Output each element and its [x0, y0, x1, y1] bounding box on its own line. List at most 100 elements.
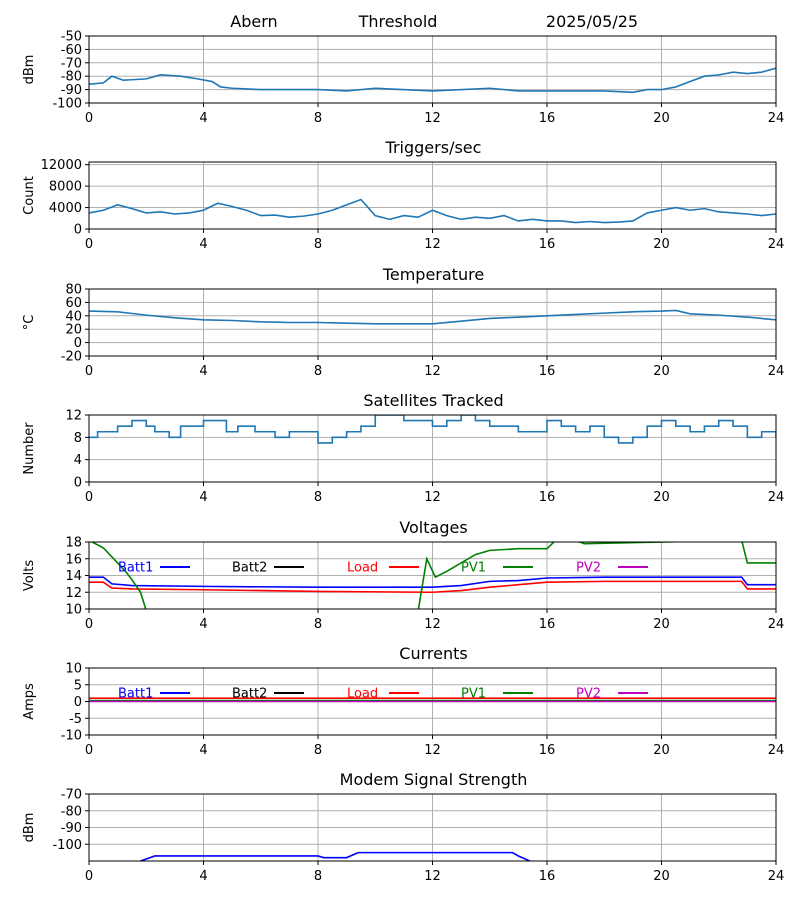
currents-legend-load: Load [347, 687, 378, 702]
satellites-ytick-label: 12 [65, 409, 82, 424]
satellites-xtick-label: 20 [653, 490, 670, 505]
header-station: Abern [230, 12, 277, 31]
triggers-ylabel: Count [22, 176, 37, 215]
modem-xtick-label: 16 [539, 869, 556, 884]
temperature-ytick-label: 40 [65, 309, 82, 324]
modem-xtick-label: 4 [199, 869, 207, 884]
modem-xtick-label: 24 [768, 869, 785, 884]
temperature-xtick-label: 12 [424, 364, 441, 379]
temperature-xtick-label: 0 [85, 364, 93, 379]
satellites-ylabel: Number [22, 422, 37, 475]
temperature-ytick-label: 20 [65, 323, 82, 338]
currents-xtick-label: 4 [199, 743, 207, 758]
triggers-xtick-label: 24 [768, 237, 785, 252]
voltages-xtick-label: 20 [653, 617, 670, 632]
currents-legend-pv2: PV2 [576, 687, 601, 702]
temperature-ylabel: °C [22, 315, 37, 331]
modem-ytick-label: -80 [61, 804, 82, 819]
voltages-series-load [89, 580, 776, 594]
modem-ytick-label: -70 [61, 788, 82, 803]
modem-xtick-label: 8 [314, 869, 322, 884]
temperature-title: Temperature [382, 265, 484, 284]
satellites-panel: 0 4 8 12 16 20 24 0 4 8 12 Satellites Tracked Number [22, 391, 784, 505]
currents-panel: 0 4 8 12 16 20 24 -10 -5 0 510 Currents Amps Batt1 Bat… [22, 644, 784, 758]
voltages-ylabel: Volts [22, 560, 37, 592]
threshold-ytick-label: -80 [61, 70, 82, 85]
triggers-title: Triggers/sec [385, 138, 482, 157]
currents-ytick-label: 5 [74, 678, 82, 693]
threshold-xtick-label: 8 [314, 111, 322, 126]
modem-xtick-label: 20 [653, 869, 670, 884]
temperature-ytick-label: 60 [65, 296, 82, 311]
temperature-xtick-label: 20 [653, 364, 670, 379]
currents-title: Currents [399, 644, 467, 663]
voltages-xtick-label: 12 [424, 617, 441, 632]
threshold-xtick-label: 24 [768, 111, 785, 126]
modem-ytick-label: -90 [61, 821, 82, 836]
currents-ytick-label: 0 [74, 695, 82, 710]
triggers-panel: 0 4 8 12 16 20 24 0 4000 8000 12000 Triggers/sec Cou… [22, 138, 784, 252]
currents-legend-pv1: PV1 [461, 687, 486, 702]
satellites-xtick-label: 16 [539, 490, 556, 505]
triggers-xtick-label: 20 [653, 237, 670, 252]
currents-ylabel: Amps [22, 683, 37, 720]
modem-title: Modem Signal Strength [340, 770, 528, 789]
triggers-xtick-label: 4 [199, 237, 207, 252]
threshold-ytick-label: -50 [61, 30, 82, 45]
currents-xtick-label: 24 [768, 743, 785, 758]
voltages-xtick-label: 24 [768, 617, 785, 632]
triggers-series-line [89, 198, 776, 224]
voltages-ytick-label: 14 [65, 569, 82, 584]
modem-series-line [140, 851, 531, 861]
voltages-legend-batt2: Batt2 [232, 561, 267, 576]
voltages-legend-load: Load [347, 561, 378, 576]
currents-ytick-label: -10 [61, 729, 82, 744]
threshold-xtick-label: 20 [653, 111, 670, 126]
currents-ytick-label: -5 [69, 712, 82, 727]
currents-xtick-label: 16 [539, 743, 556, 758]
currents-legend-batt1: Batt1 [118, 687, 153, 702]
triggers-xtick-label: 8 [314, 237, 322, 252]
triggers-ytick-label: 4000 [49, 201, 82, 216]
voltages-ytick-label: 12 [65, 586, 82, 601]
voltages-legend-pv2: PV2 [576, 561, 601, 576]
threshold-panel: 0 4 8 12 16 20 24 -100-90-80-70-60-50 dBm [22, 30, 784, 127]
threshold-xtick-label: 0 [85, 111, 93, 126]
threshold-ytick-label: -60 [61, 43, 82, 58]
threshold-xtick-label: 12 [424, 111, 441, 126]
voltages-xtick-label: 4 [199, 617, 207, 632]
satellites-xtick-label: 8 [314, 490, 322, 505]
temperature-series-line [89, 309, 776, 325]
voltages-series-pv1 [90, 542, 776, 609]
triggers-ytick-label: 8000 [49, 180, 82, 195]
temperature-xtick-label: 4 [199, 364, 207, 379]
header-date: 2025/05/25 [546, 12, 638, 31]
voltages-xtick-label: 8 [314, 617, 322, 632]
satellites-ytick-label: 0 [74, 476, 82, 491]
modem-xtick-label: 12 [424, 869, 441, 884]
voltages-title: Voltages [399, 518, 467, 537]
threshold-xtick-label: 4 [199, 111, 207, 126]
triggers-ytick-label: 12000 [41, 158, 82, 173]
temperature-ytick-label: -20 [61, 350, 82, 365]
currents-ytick-label: 10 [65, 662, 82, 677]
voltages-xtick-label: 16 [539, 617, 556, 632]
satellites-ytick-label: 4 [74, 453, 82, 468]
modem-panel: 0 4 8 12 16 20 24 -100 -90 -80-70 Modem Signal Str… [22, 770, 784, 884]
modem-ytick-label: -100 [52, 838, 82, 853]
temperature-ytick-label: 0 [74, 336, 82, 351]
satellites-xtick-label: 12 [424, 490, 441, 505]
temperature-ytick-label: 80 [65, 283, 82, 298]
threshold-series-line [89, 67, 776, 94]
voltages-series-batt1 [89, 576, 776, 589]
header-subtitle: Threshold [358, 12, 438, 31]
temperature-xtick-label: 8 [314, 364, 322, 379]
satellites-ytick-label: 8 [74, 431, 82, 446]
voltages-ytick-label: 10 [65, 603, 82, 618]
currents-legend-batt2: Batt2 [232, 687, 267, 702]
voltages-ytick-label: 18 [65, 536, 82, 551]
voltages-xtick-label: 0 [85, 617, 93, 632]
